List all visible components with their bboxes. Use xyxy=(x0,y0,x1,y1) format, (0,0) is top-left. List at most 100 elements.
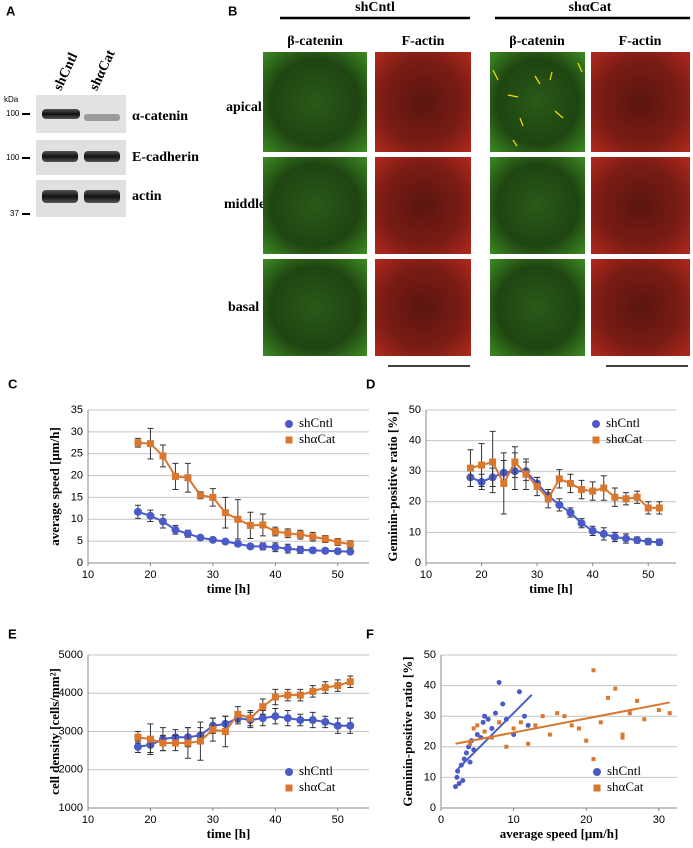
y-axis-label: Geminin-positive ratio [%] xyxy=(385,411,400,561)
data-point xyxy=(134,733,142,741)
y-axis-label: cell density [cells/mm²] xyxy=(47,668,62,795)
y-tick-label: 5000 xyxy=(59,649,83,661)
legend-label: shαCat xyxy=(607,779,644,794)
data-point xyxy=(600,484,608,492)
data-point xyxy=(667,711,672,716)
data-point xyxy=(633,493,641,501)
legend-label: shαCat xyxy=(606,431,643,446)
data-point xyxy=(259,521,267,529)
data-point xyxy=(460,777,466,783)
legend-label: shCntl xyxy=(299,763,333,778)
data-point xyxy=(526,741,531,746)
data-point xyxy=(497,720,502,725)
x-axis-label: average speed [μm/h] xyxy=(500,826,619,841)
lane-label: shαCat xyxy=(87,48,119,93)
data-point xyxy=(456,781,462,787)
legend-marker xyxy=(592,420,600,428)
data-point xyxy=(492,710,498,716)
data-point xyxy=(234,710,242,718)
fit-line xyxy=(455,701,670,745)
data-point xyxy=(466,464,474,472)
column-label: β-catenin xyxy=(287,34,343,49)
data-point xyxy=(233,539,242,548)
data-point xyxy=(576,726,581,731)
data-point xyxy=(606,695,611,700)
data-point xyxy=(321,684,329,692)
y-axis-label: Geminin-positive ratio [%] xyxy=(400,656,415,806)
data-point xyxy=(566,479,574,487)
data-point xyxy=(234,515,242,523)
series-line xyxy=(137,510,351,553)
data-point xyxy=(518,720,523,725)
y-tick-label: 2000 xyxy=(59,764,83,776)
data-point xyxy=(159,739,167,747)
panel-label: B xyxy=(228,3,237,18)
data-point xyxy=(346,547,355,556)
data-point xyxy=(511,726,516,731)
data-point xyxy=(308,546,317,555)
data-point xyxy=(334,682,342,690)
data-point xyxy=(196,533,205,542)
data-point xyxy=(489,458,497,466)
y-tick-label: 50 xyxy=(424,649,436,661)
data-point xyxy=(258,714,267,723)
data-point xyxy=(259,703,267,711)
data-point xyxy=(610,532,619,541)
data-point xyxy=(482,729,487,734)
x-tick-label: 20 xyxy=(475,569,487,581)
y-tick-label: 10 xyxy=(424,771,436,783)
legend-marker xyxy=(593,784,601,792)
panel-label: E xyxy=(8,626,17,641)
y-tick-label: 0 xyxy=(77,557,83,569)
fit-line xyxy=(454,694,533,772)
data-point xyxy=(533,483,541,490)
data-point xyxy=(588,526,597,535)
data-point xyxy=(578,486,586,494)
data-point xyxy=(271,712,280,721)
group-label: shCntl xyxy=(355,0,395,15)
data-point xyxy=(500,479,508,487)
x-tick-label: 40 xyxy=(587,569,599,581)
blots xyxy=(22,95,126,217)
data-point xyxy=(622,495,630,503)
data-point xyxy=(184,739,192,747)
data-point xyxy=(454,774,460,780)
data-point xyxy=(183,529,192,538)
x-tick-label: 30 xyxy=(207,569,219,581)
y-tick-label: 0 xyxy=(430,802,436,814)
data-point xyxy=(158,517,167,526)
x-tick-label: 30 xyxy=(207,814,219,826)
data-point xyxy=(516,689,522,695)
column-label: F-actin xyxy=(619,34,662,49)
data-point xyxy=(569,723,574,728)
data-point xyxy=(471,726,476,731)
y-tick-label: 40 xyxy=(409,435,421,447)
data-point xyxy=(468,741,473,746)
data-point xyxy=(620,735,625,740)
data-point xyxy=(134,439,142,447)
row-label: apical xyxy=(226,100,262,115)
data-point xyxy=(171,525,180,534)
y-tick-label: 30 xyxy=(424,710,436,722)
data-point xyxy=(467,759,473,765)
protein-label: actin xyxy=(132,189,162,204)
x-tick-label: 40 xyxy=(269,814,281,826)
y-tick-label: 30 xyxy=(71,426,83,438)
row-label: basal xyxy=(228,300,259,315)
y-axis-label: average speed [μm/h] xyxy=(47,427,62,546)
data-point xyxy=(221,509,229,517)
data-point xyxy=(599,529,608,538)
data-point xyxy=(159,452,167,460)
x-tick-label: 10 xyxy=(420,569,432,581)
series-line xyxy=(137,680,351,744)
x-tick-label: 30 xyxy=(653,814,665,826)
y-tick-label: 40 xyxy=(424,680,436,692)
panel-label: D xyxy=(366,376,375,391)
data-point xyxy=(283,714,292,723)
data-point xyxy=(221,537,230,546)
data-point xyxy=(271,543,280,552)
y-tick-label: 5 xyxy=(77,535,83,547)
row-label: middle xyxy=(224,197,265,212)
legend-marker xyxy=(285,768,293,776)
